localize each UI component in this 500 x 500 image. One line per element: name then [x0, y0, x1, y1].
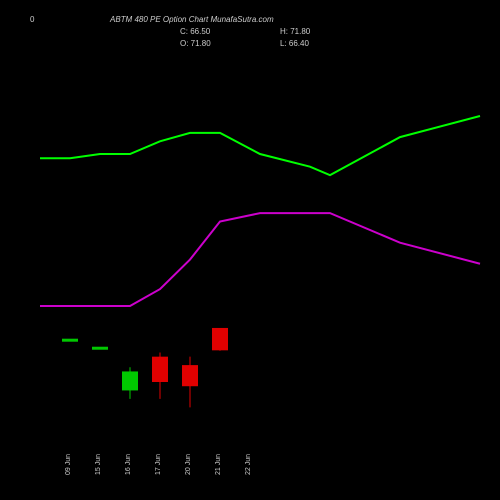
ohlc-low: L: 66.40: [280, 39, 309, 48]
candlestick-chart: 0 ABTM 480 PE Option Chart MunafaSutra.co…: [0, 0, 500, 500]
ohlc-high: H: 71.80: [280, 27, 311, 36]
x-axis-label: 20 Jun: [185, 454, 192, 475]
x-axis-label: 09 Jun: [65, 454, 72, 475]
lower-band-line: [40, 213, 480, 306]
upper-band-line: [40, 116, 480, 175]
left-zero-label: 0: [30, 15, 35, 24]
x-axis-label: 16 Jun: [125, 454, 132, 475]
x-axis-label: 21 Jun: [215, 454, 222, 475]
ohlc-open: O: 71.80: [180, 39, 211, 48]
x-axis-label: 22 Jun: [245, 454, 252, 475]
candle-body: [152, 357, 168, 382]
x-axis-label: 17 Jun: [155, 454, 162, 475]
chart-title: ABTM 480 PE Option Chart MunafaSutra.com: [109, 15, 274, 24]
candle-body: [212, 328, 228, 350]
ohlc-close: C: 66.50: [180, 27, 211, 36]
candle-body: [122, 371, 138, 390]
candle-body: [182, 365, 198, 386]
x-axis-label: 15 Jun: [95, 454, 102, 475]
chart-container: 0 ABTM 480 PE Option Chart MunafaSutra.co…: [0, 0, 500, 500]
